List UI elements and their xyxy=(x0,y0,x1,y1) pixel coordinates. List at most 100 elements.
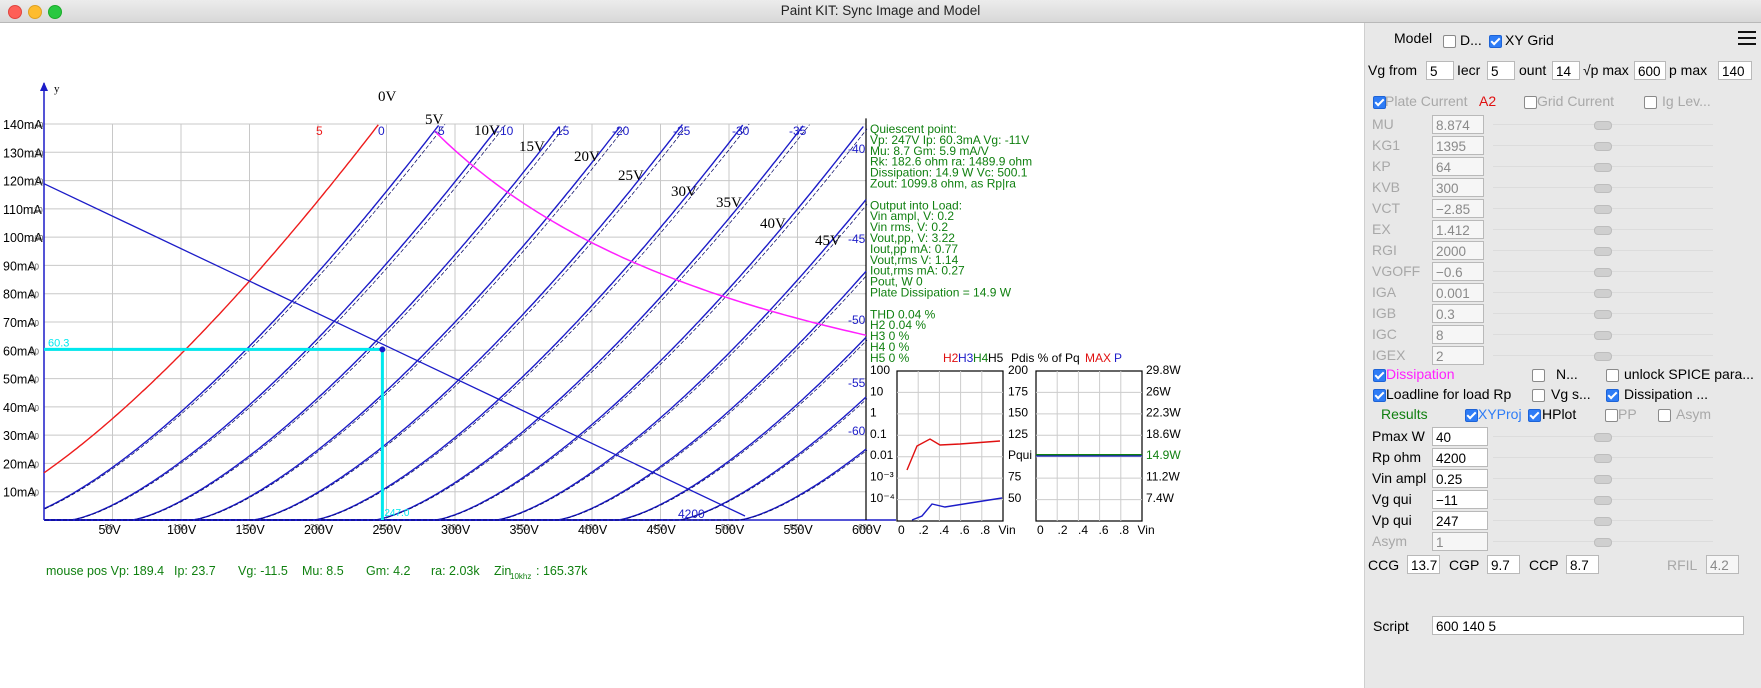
param-slider[interactable] xyxy=(1493,283,1713,303)
param-value-input[interactable]: −0.6 xyxy=(1432,262,1484,281)
p-max-input[interactable]: 140 xyxy=(1718,61,1752,80)
result-value-input[interactable]: 40 xyxy=(1432,427,1488,446)
harm-x-tick: .2 xyxy=(919,523,929,537)
image-curve xyxy=(45,126,687,521)
info-line: Vp: 247V Ip: 60.3mA Vg: -11V xyxy=(870,133,1029,147)
dissipation-checkbox[interactable] xyxy=(1373,369,1386,382)
unlock-spice-checkbox[interactable] xyxy=(1606,369,1619,382)
ig-lev-checkbox[interactable] xyxy=(1644,96,1657,109)
mouse-readout: Ip: 23.7 xyxy=(174,564,216,578)
result-value-input[interactable]: 0.25 xyxy=(1432,469,1488,488)
param-value-input[interactable]: 2000 xyxy=(1432,241,1484,260)
param-value-input[interactable]: 1395 xyxy=(1432,136,1484,155)
mouse-readout-zin: Zin xyxy=(494,564,511,578)
ccp-label: CCP xyxy=(1529,557,1559,573)
loadline-checkbox[interactable] xyxy=(1373,389,1386,402)
param-slider[interactable] xyxy=(1493,304,1713,324)
close-window-button[interactable] xyxy=(8,5,22,19)
harm-header-h2: H2 xyxy=(943,351,959,365)
count-label: ount xyxy=(1519,62,1547,78)
result-slider[interactable] xyxy=(1493,448,1713,468)
y-tick-label: 20mA xyxy=(3,457,36,471)
result-slider[interactable] xyxy=(1493,427,1713,447)
mouse-readout-zin-sub: 10khz xyxy=(510,572,531,581)
count-input[interactable]: 14 xyxy=(1552,61,1580,80)
param-slider[interactable] xyxy=(1493,262,1713,282)
result-slider[interactable] xyxy=(1493,532,1713,552)
result-slider[interactable] xyxy=(1493,469,1713,489)
param-value-input[interactable]: 1.412 xyxy=(1432,220,1484,239)
info-line: Zout: 1099.8 ohm, as Rp|ra xyxy=(870,177,1016,191)
param-slider[interactable] xyxy=(1493,199,1713,219)
param-slider[interactable] xyxy=(1493,157,1713,177)
vg-from-input[interactable]: 5 xyxy=(1426,61,1454,80)
zoom-window-button[interactable] xyxy=(48,5,62,19)
image-curve xyxy=(45,124,506,521)
result-value-input[interactable]: 1 xyxy=(1432,532,1488,551)
hplot-checkbox[interactable] xyxy=(1528,409,1541,422)
ccp-input[interactable]: 8.7 xyxy=(1566,555,1599,574)
result-slider[interactable] xyxy=(1493,490,1713,510)
xy-grid-checkbox[interactable] xyxy=(1489,35,1502,48)
param-value-input[interactable]: 2 xyxy=(1432,346,1484,365)
ccg-input[interactable]: 13.7 xyxy=(1407,555,1440,574)
param-slider[interactable] xyxy=(1493,241,1713,261)
param-slider[interactable] xyxy=(1493,115,1713,135)
param-slider[interactable] xyxy=(1493,325,1713,345)
vp-max-input[interactable]: 600 xyxy=(1634,61,1666,80)
param-value-input[interactable]: 300 xyxy=(1432,178,1484,197)
pdis-y-tick: 50 xyxy=(1008,491,1022,505)
cgp-input[interactable]: 9.7 xyxy=(1487,555,1520,574)
result-name: Pmax W xyxy=(1372,428,1425,444)
plate-current-checkbox[interactable] xyxy=(1373,96,1386,109)
rfil-input[interactable]: 4.2 xyxy=(1706,555,1739,574)
image-curve xyxy=(45,398,868,521)
n-checkbox[interactable] xyxy=(1532,369,1545,382)
vg-s-checkbox[interactable] xyxy=(1532,389,1545,402)
param-slider[interactable] xyxy=(1493,220,1713,240)
vg-from-label: Vg from xyxy=(1368,62,1418,78)
result-slider[interactable] xyxy=(1493,511,1713,531)
asym-checkbox[interactable] xyxy=(1658,409,1671,422)
result-value-input[interactable]: −11 xyxy=(1432,490,1488,509)
y-tick-label: 70mA xyxy=(3,316,36,330)
curve-vg-label: -30 xyxy=(732,124,750,138)
hamburger-menu-icon[interactable] xyxy=(1738,31,1756,47)
x-tick-label: 250V xyxy=(373,523,403,537)
result-value-input[interactable]: 247 xyxy=(1432,511,1488,530)
param-value-input[interactable]: −2.85 xyxy=(1432,199,1484,218)
curve-vg-label: -50 xyxy=(848,313,866,327)
dissipation2-checkbox[interactable] xyxy=(1606,389,1619,402)
param-value-input[interactable]: 8.874 xyxy=(1432,115,1484,134)
pdis-y-tick: 75 xyxy=(1008,470,1022,484)
incr-input[interactable]: 5 xyxy=(1487,61,1515,80)
param-slider[interactable] xyxy=(1493,136,1713,156)
param-slider[interactable] xyxy=(1493,178,1713,198)
rfil-label: RFIL xyxy=(1667,557,1698,573)
loadline xyxy=(43,183,746,517)
param-slider[interactable] xyxy=(1493,346,1713,366)
param-value-input[interactable]: 0.001 xyxy=(1432,283,1484,302)
param-value-input[interactable]: 8 xyxy=(1432,325,1484,344)
curve-vg-label: 5 xyxy=(316,124,323,138)
script-input[interactable]: 600 140 5 xyxy=(1432,616,1744,635)
tube-curves-plot[interactable]: y140mA140130mA130120mA120110mA110100mA10… xyxy=(0,23,1364,688)
pp-checkbox[interactable] xyxy=(1605,409,1618,422)
dissipation-curve xyxy=(433,130,867,336)
param-name: KP xyxy=(1372,158,1391,174)
pdis-right-tick: 29.8W xyxy=(1146,363,1181,377)
param-value-input[interactable]: 0.3 xyxy=(1432,304,1484,323)
x-tick-small: 200 xyxy=(310,523,324,532)
curve-vg-label: -45 xyxy=(848,232,866,246)
d-checkbox[interactable] xyxy=(1443,35,1456,48)
y-tick-label: 120mA xyxy=(3,175,43,189)
y-tick-label: 10mA xyxy=(3,486,36,500)
minimize-window-button[interactable] xyxy=(28,5,42,19)
dissipation-plot: 200 175 150 125 Pqui 75 50 29.8W 26W 22.3W 18.6W 14… xyxy=(1008,363,1181,537)
result-value-input[interactable]: 4200 xyxy=(1432,448,1488,467)
xyproj-checkbox[interactable] xyxy=(1465,409,1478,422)
h3-curve xyxy=(911,497,1003,521)
model-curve xyxy=(44,125,500,521)
param-value-input[interactable]: 64 xyxy=(1432,157,1484,176)
grid-current-checkbox[interactable] xyxy=(1524,96,1537,109)
